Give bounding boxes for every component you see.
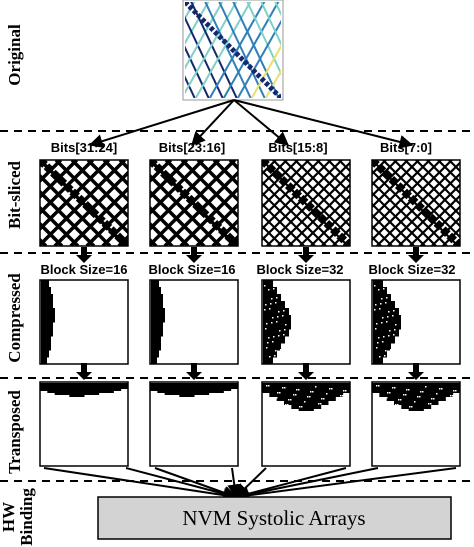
row-label-transposed: Transposed <box>5 390 24 474</box>
row-label-original: Original <box>5 24 24 86</box>
compressed-matrix-1 <box>39 279 129 365</box>
transposed-matrix-1 <box>39 381 129 467</box>
bit-slice-lattice <box>150 160 238 246</box>
binding-arrows <box>43 467 457 503</box>
compressed-matrices <box>39 279 461 365</box>
bit-slice-matrix-3 <box>261 159 351 247</box>
down-arrow-transpose-3 <box>298 363 314 380</box>
bit-slice-label-1: Bits[31:24] <box>51 140 117 155</box>
transposed-blocks <box>262 383 351 411</box>
transposed-matrices <box>39 381 461 467</box>
binding-arrow-1b <box>125 467 238 501</box>
block-size-label-2: Block Size=16 <box>148 262 235 277</box>
row-separators <box>0 130 474 482</box>
transposed-matrix-4 <box>371 381 461 467</box>
compressed-matrix-4 <box>371 279 461 365</box>
down-arrow-compress-3 <box>298 247 314 263</box>
block-size-label-4: Block Size=32 <box>368 262 455 277</box>
nvm-box-rect <box>97 496 452 540</box>
binding-arrow-4b <box>234 467 457 503</box>
compressed-blocks <box>373 280 401 365</box>
bit-slice-label-3: Bits[15:8] <box>268 140 327 155</box>
transposed-blocks <box>40 383 129 397</box>
down-arrows-to-compressed <box>76 247 424 263</box>
nvm-systolic-arrays-box: NVM Systolic Arrays <box>97 496 452 540</box>
down-arrow-compress-2 <box>186 247 202 263</box>
binding-arrow-2b <box>227 467 242 499</box>
compressed-matrix-3 <box>261 279 351 365</box>
split-arrow-1 <box>88 99 235 148</box>
bit-sliced-matrices <box>39 159 461 247</box>
bit-slice-label-4: Bits[7:0] <box>380 140 432 155</box>
down-arrow-transpose-2 <box>186 363 202 380</box>
row-label-compressed: Compressed <box>5 273 24 363</box>
down-arrow-compress-4 <box>408 247 424 263</box>
block-size-label-3: Block Size=32 <box>256 262 343 277</box>
bit-slice-lattice <box>372 160 460 246</box>
nvm-box-label: NVM Systolic Arrays <box>182 506 365 530</box>
row-label-bit-sliced: Bit-sliced <box>5 160 24 229</box>
down-arrow-transpose-4 <box>408 363 424 380</box>
binding-arrow-4a <box>234 467 379 502</box>
transposed-matrix-3 <box>261 381 351 467</box>
compressed-blocks <box>41 280 55 365</box>
split-arrows <box>88 99 414 149</box>
down-arrows-to-transposed <box>76 363 424 380</box>
row-label-binding: Binding <box>17 488 36 546</box>
split-arrow-2 <box>191 99 235 147</box>
split-arrow-4 <box>233 99 414 149</box>
block-size-label-1: Block Size=16 <box>40 262 127 277</box>
original-matrix-pattern <box>185 2 281 98</box>
transposed-matrix-2 <box>149 381 239 467</box>
row-label-hw: HW <box>0 502 18 532</box>
original-lattice <box>185 2 281 98</box>
original-matrix <box>182 0 284 101</box>
split-arrow-3 <box>233 99 290 146</box>
bit-slice-lattice <box>262 160 350 246</box>
down-arrow-transpose-1 <box>76 363 92 380</box>
bit-slice-label-2: Bits[23:16] <box>159 140 225 155</box>
bit-slice-lattice <box>40 160 128 246</box>
binding-arrow-2a <box>154 467 238 500</box>
compressed-blocks <box>263 280 291 365</box>
bit-slice-matrix-2 <box>149 159 239 247</box>
transposed-blocks <box>150 383 239 397</box>
bit-slice-matrix-4 <box>371 159 461 247</box>
binding-arrow-3b <box>234 467 347 501</box>
compressed-matrix-2 <box>149 279 239 365</box>
bit-slice-matrix-1 <box>39 159 129 247</box>
binding-arrow-1a <box>43 467 238 503</box>
compressed-blocks <box>151 280 165 365</box>
down-arrow-compress-1 <box>76 247 92 263</box>
transposed-blocks <box>372 383 461 411</box>
